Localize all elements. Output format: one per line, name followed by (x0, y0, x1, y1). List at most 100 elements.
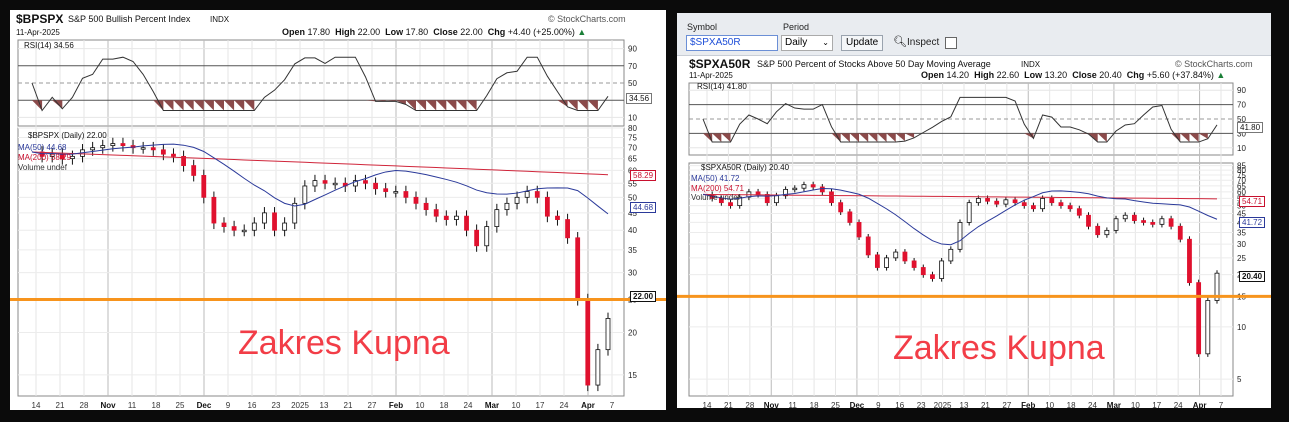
x-tick-label: 11 (128, 401, 137, 410)
y-tick-label: 80 (628, 124, 637, 133)
candle-body (504, 202, 510, 211)
y-tick-label: 45 (1237, 210, 1246, 219)
candle-body (865, 236, 871, 256)
x-tick-label: 13 (960, 401, 969, 408)
candle-body (191, 165, 197, 176)
rsi-oversold-fill (213, 100, 224, 111)
candle-body (948, 248, 954, 262)
rsi-oversold-fill (193, 100, 204, 111)
candle-body (534, 191, 540, 198)
rsi-oversold-fill (466, 100, 477, 111)
inspect-checkbox[interactable] (945, 37, 957, 49)
rsi-oversold-fill (886, 133, 896, 143)
ma50-line (31, 143, 609, 215)
candle-body (774, 195, 779, 204)
close-value-tag: 22.00 (630, 291, 657, 302)
candle-body (605, 318, 611, 351)
x-tick-label: Dec (850, 401, 865, 408)
ma50-legend: MA(50) 41.72 (691, 174, 740, 183)
candle-body (737, 196, 743, 207)
update-button[interactable]: Update (841, 35, 884, 51)
rsi-tick-label: 90 (1237, 86, 1246, 95)
rsi-oversold-fill (877, 133, 887, 143)
ma50-value-tag: 44.68 (630, 202, 657, 213)
main-legend: $BPSPX (Daily) 22.00 (28, 131, 107, 140)
y-tick-label: 20 (628, 328, 637, 337)
x-tick-label: 27 (1002, 401, 1011, 408)
x-tick-label: 25 (831, 401, 840, 408)
rsi-oversold-fill (1171, 133, 1181, 143)
rsi-tick-label: 10 (1237, 144, 1246, 153)
symbol-input[interactable]: $SPXA50R (686, 35, 778, 51)
rsi-oversold-fill (183, 100, 194, 111)
rsi-line (31, 56, 609, 112)
x-tick-label: 21 (981, 401, 990, 408)
rsi-tick-label: 70 (1237, 101, 1246, 110)
rsi-line (702, 96, 1218, 143)
rsi-oversold-fill (173, 100, 184, 111)
candle-body (718, 198, 724, 204)
candle-body (728, 202, 733, 207)
x-tick-label: 9 (876, 401, 881, 408)
rsi-oversold-fill (849, 133, 860, 143)
x-tick-label: Nov (764, 401, 780, 408)
chevron-down-icon: ⌄ (822, 38, 829, 47)
y-tick-label: 60 (1237, 188, 1246, 197)
rsi-oversold-fill (426, 100, 437, 111)
candle-body (383, 188, 389, 192)
candle-body (930, 274, 935, 279)
y-tick-label: 70 (628, 144, 637, 153)
candle-body (1095, 225, 1101, 236)
x-tick-label: 17 (1152, 401, 1161, 408)
candle-body (352, 180, 358, 187)
chart-symbol: $SPXA50R (689, 57, 751, 71)
candle-body (1031, 205, 1036, 210)
y-tick-label: 55 (628, 179, 637, 188)
x-tick-label: 23 (272, 401, 281, 410)
candle-body (957, 222, 963, 250)
x-tick-label: 14 (32, 401, 41, 410)
source-credit: © StockCharts.com (1175, 59, 1253, 69)
y-tick-label: 65 (628, 155, 637, 164)
buy-zone-annotation: Zakres Kupna (238, 324, 450, 362)
candle-body (231, 226, 237, 231)
ohlc-readout: Open 14.20 High 22.60 Low 13.20 Close 20… (921, 70, 1226, 80)
rsi-oversold-fill (1198, 133, 1208, 139)
rsi-tick-label: 10 (628, 113, 637, 122)
rsi-oversold-fill (567, 100, 578, 111)
candle-body (454, 215, 459, 220)
candle-body (251, 222, 257, 231)
candle-body (241, 229, 247, 233)
candle-body (393, 191, 399, 194)
rsi-oversold-fill (456, 100, 467, 111)
rsi-oversold-fill (587, 100, 598, 111)
x-tick-label: 21 (344, 401, 353, 410)
candle-body (585, 299, 591, 386)
candle-body (555, 215, 560, 220)
rsi-oversold-fill (224, 100, 235, 111)
volume-legend: Volume undef (691, 193, 740, 202)
candle-body (292, 202, 298, 224)
rsi-oversold-fill (203, 100, 214, 111)
x-tick-label: 24 (1088, 401, 1097, 408)
candle-body (160, 149, 166, 155)
x-tick-label: Apr (1193, 401, 1207, 408)
x-tick-label: 2025 (291, 401, 309, 410)
rsi-oversold-fill (859, 133, 869, 143)
chart-name: S&P 500 Percent of Stocks Above 50 Day M… (757, 59, 991, 69)
x-tick-label: 10 (512, 401, 521, 410)
rsi-oversold-fill (577, 100, 588, 111)
candle-body (322, 180, 328, 184)
candle-body (874, 254, 880, 268)
y-tick-label: 10 (1237, 323, 1246, 332)
volume-legend: Volume undef (18, 163, 67, 172)
period-select[interactable]: Daily ⌄ (781, 35, 833, 51)
rsi-oversold-fill (895, 133, 905, 142)
ma50-legend: MA(50) 44.68 (18, 143, 67, 152)
candle-body (464, 215, 469, 231)
rsi-tick-label: 50 (1237, 115, 1246, 124)
candle-body (902, 251, 908, 262)
rsi-oversold-fill (405, 100, 416, 111)
x-tick-label: 24 (1174, 401, 1183, 408)
rsi-label: RSI(14) 41.80 (697, 82, 747, 91)
